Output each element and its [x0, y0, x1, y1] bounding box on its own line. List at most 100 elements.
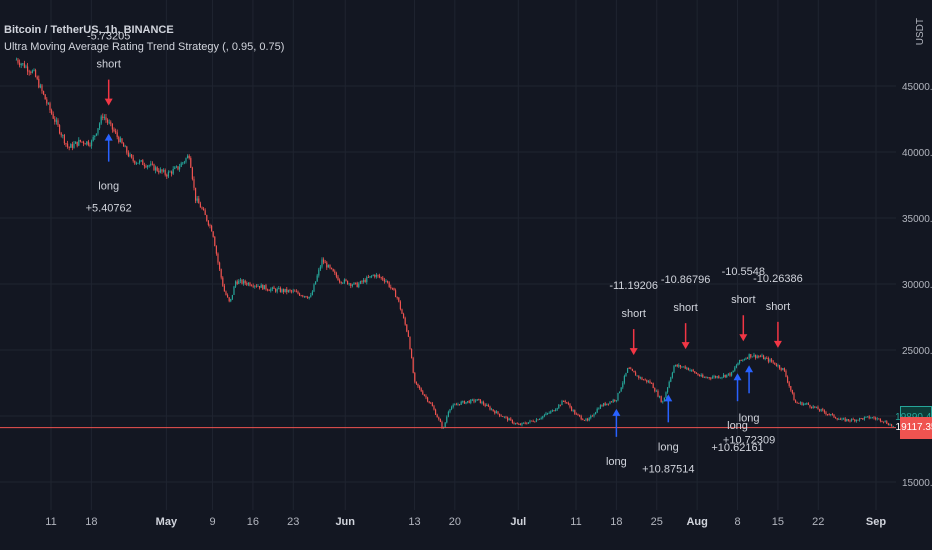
short-signal-value: -5.73205	[87, 31, 130, 43]
candle-body	[407, 331, 409, 337]
candle-body	[495, 411, 497, 414]
candle-body	[73, 143, 75, 148]
candle-body	[879, 418, 881, 422]
candle-body	[122, 143, 125, 147]
candle-body	[169, 171, 171, 173]
candle-body	[831, 414, 833, 416]
candle-body	[273, 287, 275, 289]
candle-body	[247, 282, 249, 285]
candle-body	[703, 377, 705, 379]
candle-body	[508, 418, 510, 421]
x-tick-label: 13	[408, 516, 420, 528]
long-signal-label: long	[727, 420, 748, 432]
short-signal-label: short	[731, 294, 755, 306]
candle-body	[316, 275, 318, 282]
candle-body	[367, 277, 369, 278]
candle-body	[668, 381, 670, 388]
candle-body	[358, 283, 360, 288]
x-tick-label: 25	[651, 516, 663, 528]
candle-body	[225, 291, 227, 295]
candle-body	[433, 406, 435, 410]
x-tick-label: 8	[734, 516, 740, 528]
candle-body	[47, 103, 49, 105]
candle-body	[550, 411, 552, 413]
candle-body	[740, 359, 742, 361]
y-tick-label: 35000.00	[902, 214, 932, 225]
candle-body	[34, 69, 37, 77]
candle-body	[762, 355, 765, 360]
candle-body	[722, 374, 725, 377]
candle-body	[95, 133, 97, 136]
candle-body	[92, 137, 94, 141]
candle-body	[801, 402, 803, 406]
candle-body	[370, 275, 373, 277]
candle-body	[602, 403, 605, 407]
candle-body	[542, 416, 544, 418]
candle-body	[839, 419, 841, 420]
price-series	[15, 57, 894, 430]
candle-body	[210, 225, 213, 232]
candle-body	[263, 285, 265, 290]
candle-body	[430, 402, 432, 404]
candle-body	[105, 117, 107, 120]
candle-body	[532, 420, 534, 422]
candle-body	[687, 367, 689, 371]
candle-body	[826, 414, 829, 415]
candle-body	[646, 379, 648, 382]
candle-body	[292, 290, 294, 292]
candle-body	[772, 361, 774, 363]
candle-body	[361, 281, 363, 283]
candle-body	[676, 364, 678, 367]
x-tick-label: 18	[85, 516, 97, 528]
candle-body	[852, 418, 854, 420]
candle-body	[791, 390, 793, 394]
candle-body	[172, 168, 174, 174]
candle-body	[313, 284, 315, 292]
candle-body	[638, 375, 640, 379]
candle-body	[18, 62, 21, 66]
candle-body	[588, 417, 590, 421]
candle-body	[129, 154, 131, 157]
candle-body	[86, 141, 88, 145]
candle-body	[626, 368, 629, 373]
candle-body	[802, 403, 805, 406]
candle-body	[514, 423, 517, 425]
candle-body	[420, 388, 422, 392]
short-arrow-head	[104, 98, 113, 106]
candle-body	[799, 402, 801, 404]
candle-body	[721, 376, 723, 378]
candle-body	[815, 406, 817, 408]
candle-body	[311, 291, 313, 296]
candle-body	[113, 129, 115, 132]
candle-body	[642, 379, 645, 381]
candle-body	[654, 388, 656, 392]
symbol-title: Bitcoin / TetherUS, 1h, BINANCE	[4, 24, 174, 36]
candle-body	[404, 318, 406, 325]
candle-body	[127, 152, 129, 157]
candle-body	[161, 169, 163, 172]
candle-body	[278, 288, 280, 289]
candle-body	[663, 397, 665, 402]
x-tick-label: 18	[610, 516, 622, 528]
candle-body	[769, 359, 771, 362]
candle-body	[719, 377, 721, 379]
candle-body	[31, 70, 33, 73]
candle-body	[212, 231, 214, 237]
candle-body	[242, 280, 245, 284]
candle-body	[49, 103, 51, 111]
candle-body	[255, 285, 257, 287]
short-arrow-head	[773, 340, 782, 348]
short-arrow-head	[739, 334, 748, 342]
candle-body	[854, 419, 856, 422]
candle-body	[543, 414, 545, 417]
candle-body	[306, 297, 309, 299]
candle-body	[714, 376, 717, 378]
candle-body	[223, 285, 225, 292]
candle-body	[354, 282, 357, 284]
candle-body	[778, 365, 781, 369]
long-signal-value: +10.87514	[642, 463, 694, 475]
candle-body	[444, 422, 446, 428]
candle-body	[417, 383, 419, 387]
candle-body	[708, 377, 710, 379]
